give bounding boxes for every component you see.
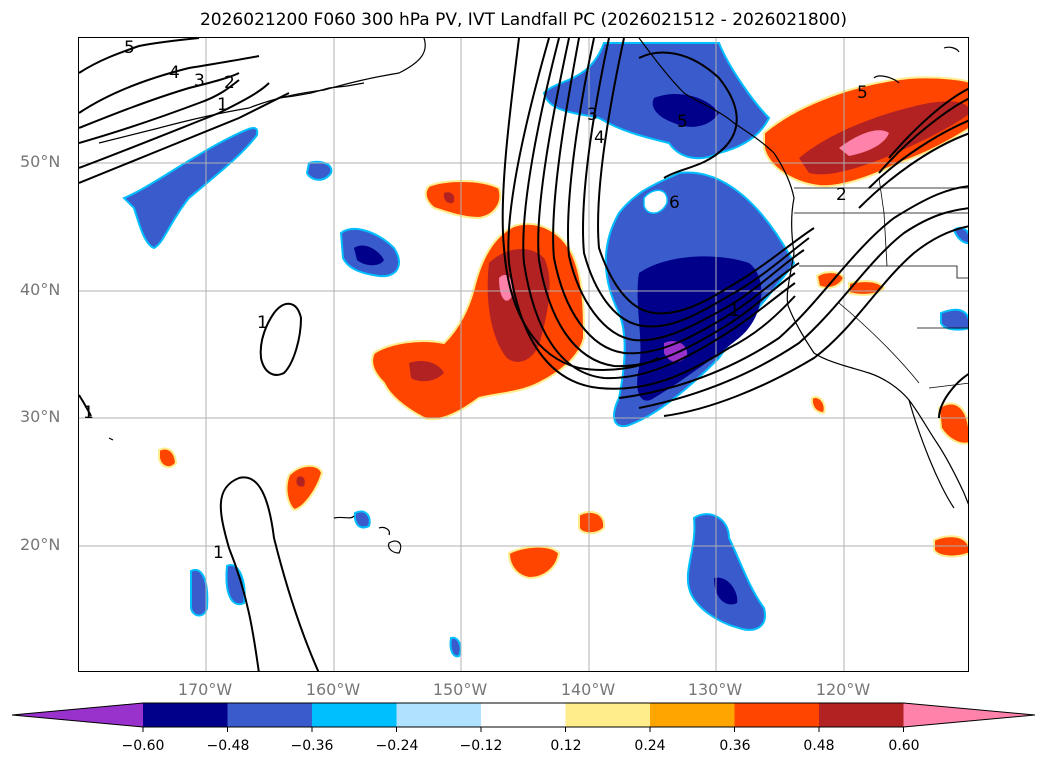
pv-positive-peak	[839, 130, 889, 156]
colorbar-segment	[565, 703, 651, 727]
pv-negative-region	[353, 510, 371, 529]
colorbar-tick-label: 0.12	[550, 738, 582, 754]
pv-positive-region	[810, 396, 826, 415]
pv-positive-region	[371, 222, 586, 421]
pv-negative-region	[449, 636, 462, 658]
colorbar-segment	[312, 703, 397, 727]
pv-positive-region	[578, 510, 606, 535]
colorbar	[11, 702, 1036, 732]
colorbar-tick-label: 0.60	[888, 738, 920, 754]
latitude-label: 50°N	[20, 152, 61, 171]
map-canvas: 5 4 3 2 1 1 1 1 3 4 5 6 1 5 2	[79, 38, 968, 671]
latitude-label: 30°N	[20, 407, 61, 426]
contour-label: 2	[224, 73, 235, 93]
longitude-label: 150°W	[432, 680, 488, 699]
colorbar-segment	[227, 703, 313, 727]
pv-negative-region	[122, 127, 259, 250]
colorbar-segment	[481, 703, 566, 727]
pv-negative-region	[190, 568, 209, 617]
colorbar-tick-label: −0.12	[459, 738, 503, 754]
map-title: 2026021200 F060 300 hPa PV, IVT Landfall…	[199, 10, 847, 30]
contour-label: 3	[194, 71, 205, 91]
contour-label: 2	[836, 185, 847, 205]
longitude-label: 160°W	[305, 680, 361, 699]
contour-label: 1	[217, 95, 228, 115]
colorbar-extend-min	[12, 703, 143, 727]
colorbar-segment	[396, 703, 482, 727]
contour-label: 1	[83, 403, 94, 423]
colorbar-segment	[819, 703, 904, 727]
longitude-label: 120°W	[815, 680, 871, 699]
colorbar-segment	[650, 703, 735, 727]
pv-neutral-hole	[643, 189, 668, 214]
contour-label: 5	[677, 112, 688, 132]
colorbar-extend-max	[903, 703, 1035, 727]
colorbar-segment	[143, 703, 228, 727]
colorbar-tick-label: 0.36	[719, 738, 751, 754]
pv-positive-region	[285, 464, 324, 512]
pv-negative-core	[652, 93, 719, 127]
latitude-label: 40°N	[20, 280, 61, 299]
latitude-label: 20°N	[20, 535, 61, 554]
colorbar-tick-label: −0.48	[206, 738, 250, 754]
pv-positive-region	[424, 180, 502, 220]
colorbar-tick-label: −0.24	[375, 738, 419, 754]
contour-label: 5	[124, 38, 135, 58]
pv-negative-core	[714, 577, 738, 605]
contour-label: 4	[594, 128, 605, 148]
colorbar-tick-label: −0.36	[290, 738, 334, 754]
pv-positive-region	[158, 447, 178, 469]
contour-label: 1	[257, 313, 268, 333]
pv-positive-region	[937, 402, 968, 445]
colorbar-segment	[734, 703, 820, 727]
pv-negative-core	[354, 245, 384, 266]
longitude-label: 170°W	[177, 680, 233, 699]
contour-label: 1	[729, 301, 740, 321]
pv-positive-core	[296, 476, 305, 487]
contour-label: 4	[169, 63, 180, 83]
longitude-label: 140°W	[560, 680, 616, 699]
colorbar-tick-label: −0.60	[121, 738, 165, 754]
contour-label: 1	[213, 543, 224, 563]
contour-label: 6	[669, 193, 680, 213]
ivt-contours	[79, 38, 968, 671]
pv-positive-region	[815, 271, 846, 289]
longitude-label: 130°W	[687, 680, 743, 699]
pv-negative-region	[940, 308, 968, 331]
pv-negative-region	[686, 513, 766, 631]
pv-positive-core	[409, 361, 444, 382]
pv-negative-region	[305, 160, 333, 181]
contour-labels: 5 4 3 2 1 1 1 1 3 4 5 6 1 5 2	[83, 38, 868, 563]
colorbar-tick-label: 0.48	[803, 738, 835, 754]
pv-positive-core	[443, 192, 455, 204]
map-plot-area: 5 4 3 2 1 1 1 1 3 4 5 6 1 5 2	[78, 37, 969, 672]
pv-shading	[122, 42, 968, 658]
colorbar-tick-label: 0.24	[634, 738, 666, 754]
contour-label: 3	[587, 105, 598, 125]
pv-positive-region	[507, 545, 561, 580]
contour-label: 5	[857, 83, 868, 103]
